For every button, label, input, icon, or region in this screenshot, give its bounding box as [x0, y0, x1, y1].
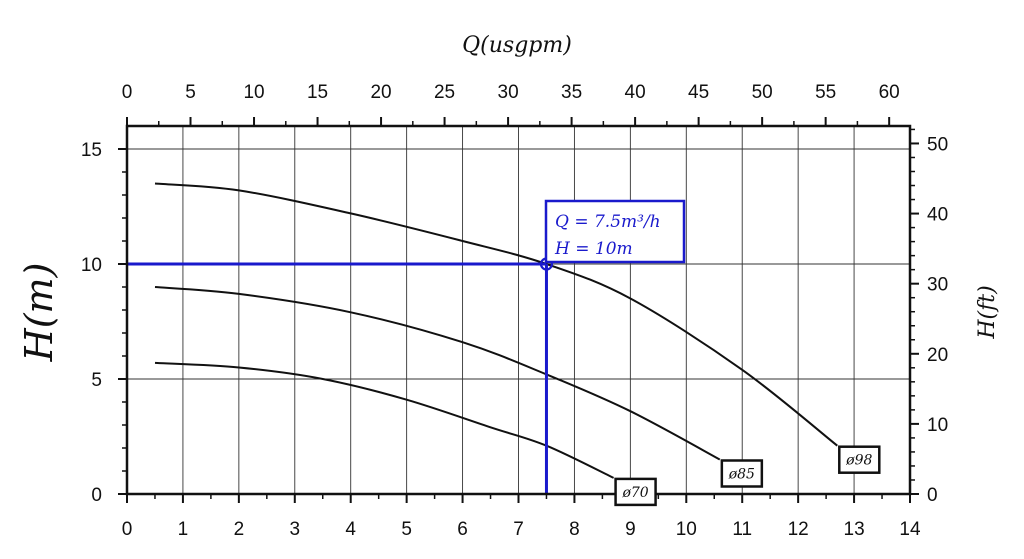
- curve-label-2: ø70: [614, 477, 657, 507]
- bottom-tick-label: 7: [513, 519, 524, 540]
- curve-label-1: ø85: [720, 459, 764, 488]
- top-tick-label: 5: [185, 82, 196, 103]
- top-tick-label: 25: [434, 82, 455, 103]
- bottom-tick-label: 6: [457, 519, 468, 540]
- bottom-tick-label: 9: [625, 519, 636, 540]
- axis-ticks: 0 1 2 3 4 5 6 7 8 9 10 11 12 13 140 5 10 15 20 25 30 35 40 45 50…: [81, 82, 948, 540]
- right-tick-label: 50: [927, 134, 948, 155]
- annotation-box: [544, 199, 686, 264]
- top-tick-label: 40: [625, 82, 646, 103]
- curve-label-0: ø98: [838, 445, 881, 474]
- curve-2: [154, 361, 615, 479]
- left-tick-label: 5: [91, 370, 102, 391]
- top-tick-label: 55: [815, 82, 836, 103]
- bottom-tick-label: 2: [234, 519, 245, 540]
- bottom-tick-label: 12: [788, 519, 809, 540]
- bottom-tick-label: 5: [401, 519, 412, 540]
- top-tick-label: 50: [752, 82, 773, 103]
- right-axis-title: H(ft): [975, 285, 1000, 339]
- right-tick-label: 0: [927, 485, 938, 506]
- top-tick-label: 35: [561, 82, 582, 103]
- bottom-tick-label: 0: [122, 519, 133, 540]
- bottom-tick-label: 3: [289, 519, 300, 540]
- curves: [154, 182, 838, 479]
- top-tick-label: 30: [498, 82, 519, 103]
- bottom-tick-label: 10: [676, 519, 697, 540]
- curve-label-text: ø98: [845, 453, 872, 469]
- bottom-tick-label: 8: [569, 519, 580, 540]
- curve-1: [154, 286, 721, 461]
- curve-label-box: [720, 459, 764, 488]
- top-axis-title: Q(usgpm): [462, 33, 572, 58]
- left-axis-title: H(m): [17, 263, 61, 363]
- curve-label-text: ø70: [621, 485, 648, 501]
- top-tick-label: 60: [879, 82, 900, 103]
- right-tick-label: 10: [927, 415, 948, 436]
- left-tick-label: 0: [91, 485, 102, 506]
- top-tick-label: 45: [688, 82, 709, 103]
- bottom-tick-label: 14: [899, 519, 921, 540]
- bottom-tick-label: 13: [844, 519, 865, 540]
- annotation-head: H = 10m: [554, 239, 633, 259]
- top-tick-label: 15: [307, 82, 328, 103]
- grid: [127, 126, 910, 494]
- curve-label-box: [838, 445, 881, 474]
- bottom-tick-label: 1: [178, 519, 189, 540]
- bottom-tick-label: 11: [732, 519, 752, 540]
- annotation-flow: Q = 7.5m³/h: [555, 212, 661, 232]
- left-tick-label: 10: [81, 255, 102, 276]
- bottom-tick-label: 4: [345, 519, 356, 540]
- operating-point-markers: [127, 257, 554, 494]
- curve-labels: ø98 ø85 ø70: [614, 445, 881, 507]
- top-tick-label: 0: [122, 82, 133, 103]
- top-tick-label: 10: [243, 82, 264, 103]
- right-tick-label: 30: [927, 275, 948, 296]
- left-tick-label: 15: [81, 140, 102, 161]
- top-tick-label: 20: [370, 82, 391, 103]
- curve-0: [154, 182, 838, 447]
- right-tick-label: 40: [927, 205, 948, 226]
- curve-label-box: [614, 477, 657, 507]
- operating-point-annotation: Q = 7.5m³/h H = 10m: [544, 199, 686, 264]
- right-tick-label: 20: [927, 345, 948, 366]
- curve-label-text: ø85: [728, 467, 755, 483]
